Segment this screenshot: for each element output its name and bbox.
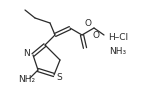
Text: H–Cl: H–Cl	[108, 33, 128, 43]
Text: NH₃: NH₃	[109, 48, 127, 56]
Text: O: O	[93, 30, 99, 40]
Text: O: O	[85, 20, 91, 28]
Text: N: N	[24, 50, 30, 58]
Text: S: S	[56, 72, 62, 82]
Text: NH₂: NH₂	[18, 76, 36, 84]
